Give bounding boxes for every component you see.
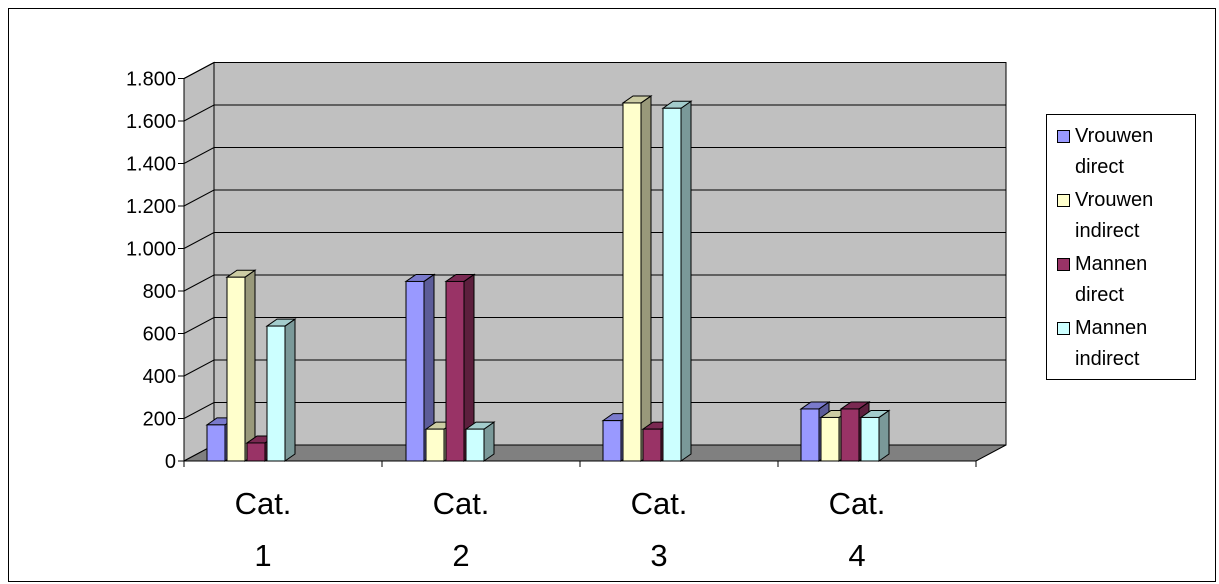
bar <box>444 273 476 462</box>
x-category-label: 3 <box>650 538 667 573</box>
legend-item-vrouwen-indirect: Vrouwen indirect <box>1055 185 1195 249</box>
gridline <box>183 147 1006 164</box>
bar-front <box>445 280 465 462</box>
bar <box>404 273 436 462</box>
bar <box>265 318 297 462</box>
y-tick-label: 1.200 <box>126 196 176 218</box>
bar <box>225 269 257 462</box>
legend-label: Mannen direct <box>1075 253 1148 306</box>
x-axis-category-labels: Cat. 1 Cat. 2 Cat. 3 Cat. 4 <box>235 486 886 573</box>
legend-swatch <box>1057 130 1070 143</box>
legend-swatch <box>1057 258 1070 271</box>
y-tick-label: 1.600 <box>126 111 176 133</box>
legend-swatch <box>1057 194 1070 207</box>
legend-label: Vrouwen direct <box>1075 125 1154 178</box>
x-category-label: Cat. <box>829 486 886 521</box>
back-wall <box>213 62 1007 446</box>
legend-label: Vrouwen indirect <box>1075 189 1154 242</box>
x-category-label: Cat. <box>235 486 292 521</box>
bars <box>205 94 891 462</box>
y-tick-label: 800 <box>143 281 176 303</box>
gridline <box>183 104 1006 122</box>
bar-front <box>662 107 682 462</box>
legend-item-mannen-indirect: Mannen indirect <box>1055 313 1195 377</box>
gridline <box>183 232 1006 249</box>
x-category-label: Cat. <box>631 486 688 521</box>
bar-side <box>640 94 652 462</box>
bar <box>621 94 653 462</box>
legend-swatch <box>1057 322 1070 335</box>
y-tick-label: 200 <box>143 409 176 431</box>
legend: Vrouwen direct Vrouwen indirect Mannen d… <box>1046 114 1196 380</box>
x-category-label: 1 <box>254 538 271 573</box>
bar <box>464 421 496 462</box>
x-category-label: Cat. <box>433 486 490 521</box>
gridline <box>183 359 1006 377</box>
bar-front <box>226 276 246 462</box>
y-tick-label: 600 <box>143 324 176 346</box>
bar-front <box>405 280 425 462</box>
x-category-label: 4 <box>848 538 865 573</box>
x-category-label: 2 <box>452 538 469 573</box>
legend-item-mannen-direct: Mannen direct <box>1055 249 1195 313</box>
bar <box>859 409 891 462</box>
bar-front <box>602 420 622 462</box>
bar-front <box>266 325 286 462</box>
bar-front <box>206 424 226 462</box>
chart-walls <box>183 61 1007 462</box>
y-tick-label: 1.800 <box>126 69 176 91</box>
bar-front <box>622 102 642 462</box>
bar-front <box>860 416 880 462</box>
bar-side <box>680 100 692 462</box>
bar-front <box>800 408 820 462</box>
bar-side <box>244 269 256 462</box>
y-tick-label: 400 <box>143 366 176 388</box>
y-tick-label: 1.000 <box>126 239 176 261</box>
bar-front <box>840 408 860 462</box>
gridline <box>183 189 1006 207</box>
gridline <box>183 62 1006 79</box>
y-tick-label: 0 <box>165 451 176 473</box>
bar-front <box>246 442 266 462</box>
bar-front <box>820 416 840 462</box>
bar-side <box>284 318 296 462</box>
bar <box>661 100 693 462</box>
bar-side <box>878 409 890 462</box>
gridline <box>183 317 1006 334</box>
gridline <box>183 274 1006 292</box>
side-wall <box>183 61 215 462</box>
y-tick-label: 1.400 <box>126 154 176 176</box>
bar-front <box>465 428 485 462</box>
gridline <box>183 402 1006 419</box>
bar-front <box>425 428 445 462</box>
legend-label: Mannen indirect <box>1075 317 1148 370</box>
bar-front <box>642 428 662 462</box>
legend-item-vrouwen-direct: Vrouwen direct <box>1055 121 1195 185</box>
gridlines <box>183 62 1006 419</box>
y-axis-tick-labels: 0 200 400 600 800 1.000 1.200 1.400 1.600 1.800 <box>126 69 176 474</box>
